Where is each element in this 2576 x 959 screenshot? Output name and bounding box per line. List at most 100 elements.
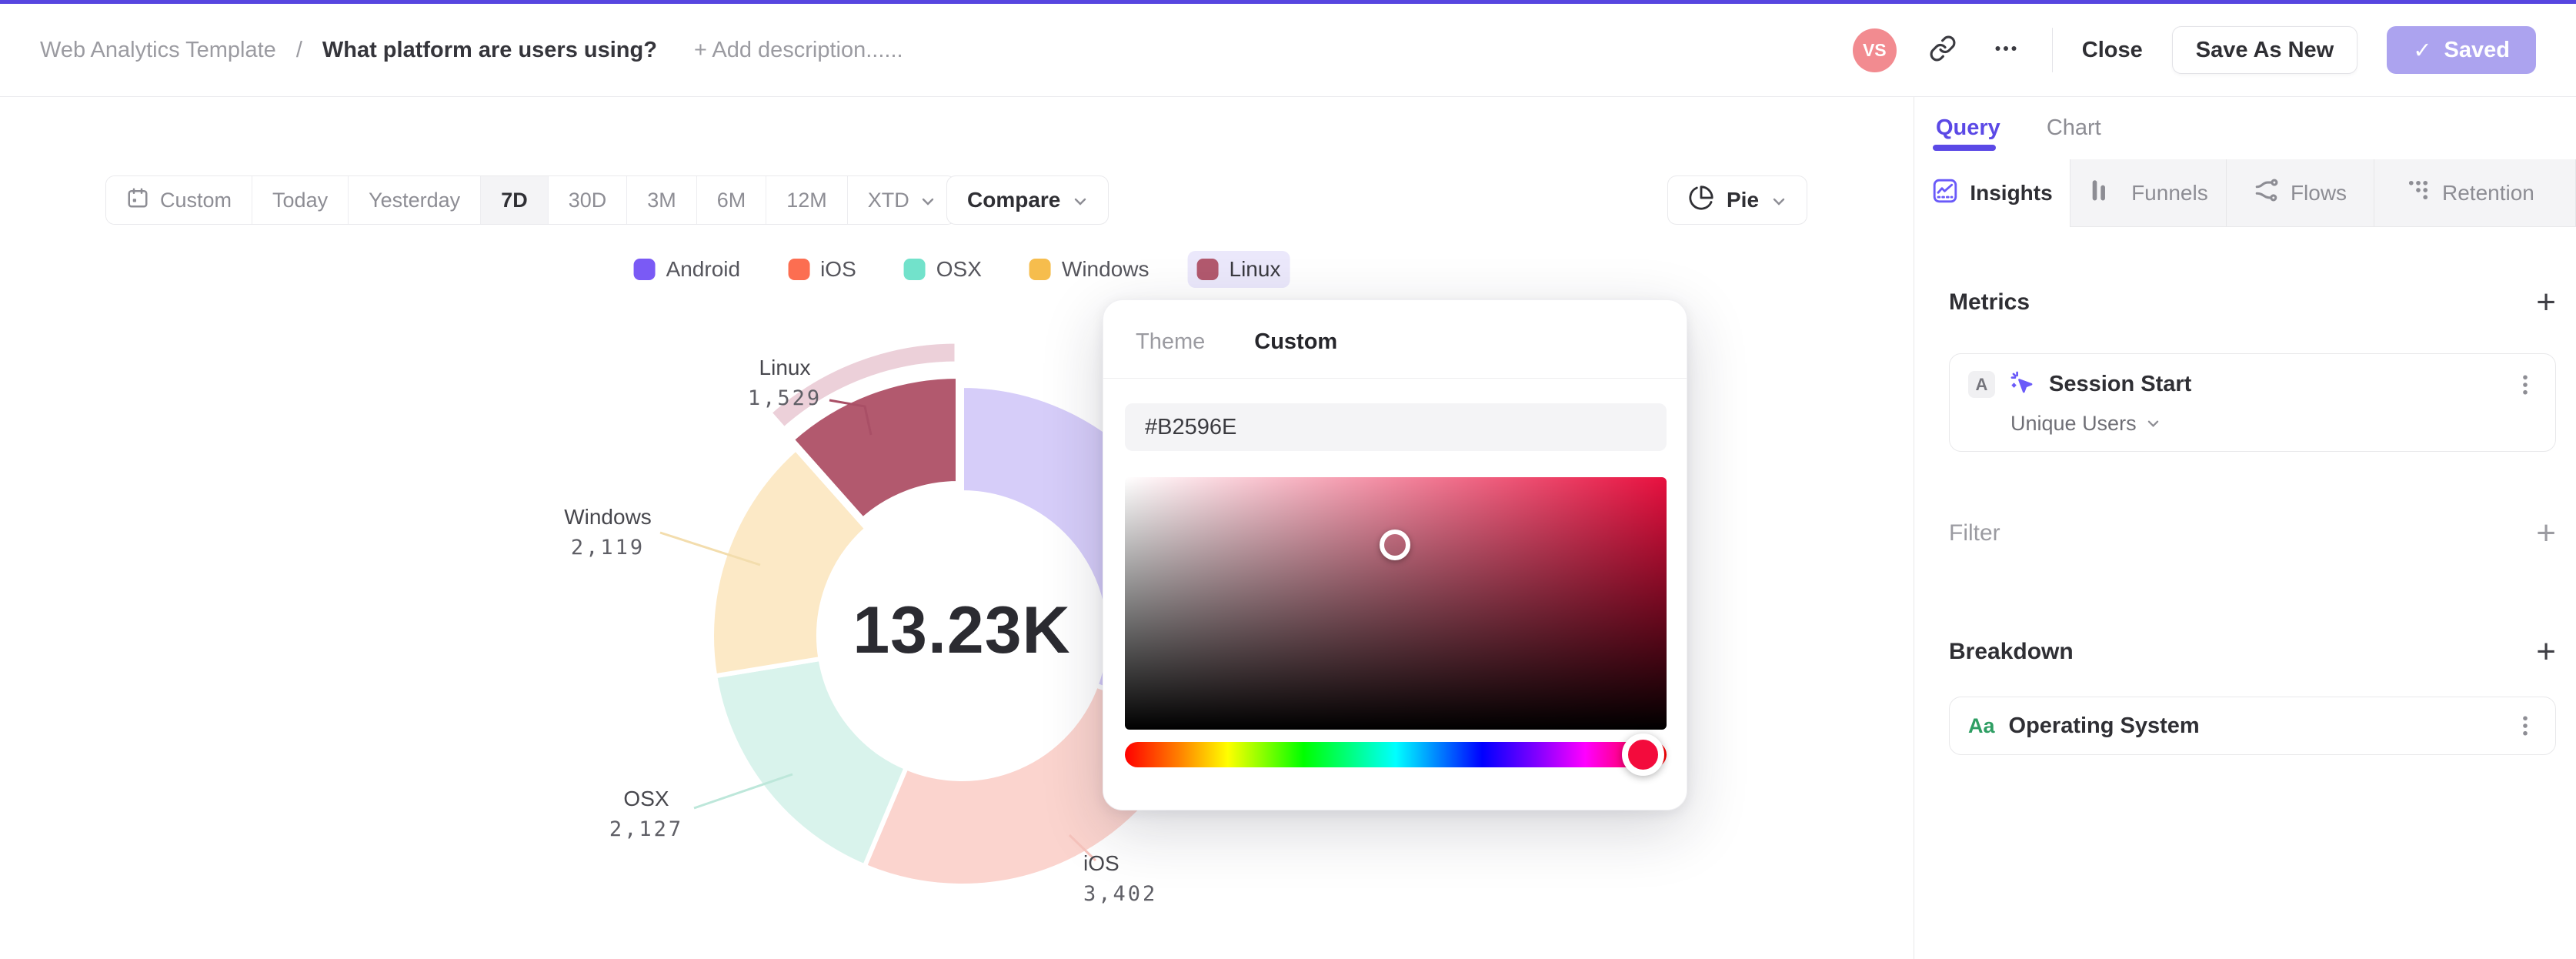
- insights-icon: [1931, 177, 1959, 210]
- range-30d[interactable]: 30D: [548, 176, 628, 224]
- calendar-icon: [126, 186, 149, 215]
- breadcrumb: Web Analytics Template / What platform a…: [40, 38, 903, 63]
- pie-slice-windows[interactable]: [709, 446, 869, 679]
- save-as-new-button[interactable]: Save As New: [2171, 26, 2358, 74]
- metrics-section: Metrics + A Session Start: [1914, 286, 2576, 755]
- add-description-button[interactable]: + Add description......: [693, 37, 903, 62]
- aggregation-label: Unique Users: [2010, 412, 2137, 435]
- tab-query[interactable]: Query: [1936, 115, 2000, 140]
- slice-name: iOS: [1083, 851, 1119, 875]
- breakdown-card[interactable]: Aa Operating System: [1949, 697, 2556, 755]
- legend-label: OSX: [936, 257, 982, 281]
- hex-color-input[interactable]: [1125, 403, 1667, 451]
- legend-item-android[interactable]: Android: [625, 251, 750, 288]
- page-title[interactable]: What platform are users using?: [322, 37, 657, 62]
- add-metric-button[interactable]: +: [2536, 283, 2556, 321]
- slice-value: 3,402: [1083, 882, 1158, 906]
- tab-custom[interactable]: Custom: [1254, 329, 1338, 354]
- slice-value: 1,529: [747, 386, 823, 410]
- leader-osx: [693, 773, 793, 810]
- slice-name: OSX: [623, 787, 669, 810]
- color-picker-popup: Theme Custom: [1103, 299, 1687, 810]
- legend-label: Android: [666, 257, 741, 281]
- tab-theme[interactable]: Theme: [1136, 329, 1206, 354]
- active-tab-underline: [1933, 145, 1996, 151]
- tab-label: Flows: [2290, 180, 2347, 205]
- more-menu-button[interactable]: [1989, 33, 2023, 67]
- range-today[interactable]: Today: [252, 176, 349, 224]
- avatar[interactable]: VS: [1852, 28, 1897, 72]
- share-link-button[interactable]: [1926, 33, 1960, 67]
- saved-label: Saved: [2444, 37, 2510, 62]
- range-xtd[interactable]: XTD: [847, 176, 956, 224]
- ellipsis-icon: [1992, 35, 2020, 66]
- metric-options-button[interactable]: [2514, 372, 2537, 398]
- tab-flows[interactable]: Flows: [2227, 159, 2374, 227]
- add-breakdown-button[interactable]: +: [2536, 633, 2556, 670]
- slice-label-windows: Windows 2,119: [539, 505, 677, 560]
- hue-slider-handle[interactable]: [1622, 733, 1664, 776]
- tab-funnels[interactable]: Funnels: [2070, 159, 2227, 227]
- saturation-gradient[interactable]: [1125, 477, 1667, 730]
- saturation-picker-handle[interactable]: [1380, 530, 1410, 560]
- compare-button[interactable]: Compare: [946, 175, 1109, 225]
- panel-tabbar: Query Chart: [1914, 97, 2576, 159]
- range-12m[interactable]: 12M: [766, 176, 848, 224]
- leader-windows: [659, 531, 761, 566]
- query-panel: Query Chart Insights: [1914, 97, 2576, 959]
- chart-type-button[interactable]: Pie: [1667, 175, 1808, 225]
- metric-card[interactable]: A Session Start: [1949, 353, 2556, 452]
- add-filter-button[interactable]: +: [2536, 514, 2556, 552]
- slice-label-osx: OSX 2,127: [577, 787, 716, 841]
- slice-label-ios: iOS 3,402: [1083, 851, 1237, 906]
- range-6m[interactable]: 6M: [696, 176, 767, 224]
- legend-item-linux[interactable]: Linux: [1187, 251, 1290, 288]
- tab-insights[interactable]: Insights: [1914, 159, 2070, 227]
- close-button[interactable]: Close: [2081, 37, 2143, 62]
- string-property-badge: Aa: [1968, 713, 1995, 737]
- funnels-icon: [2088, 177, 2121, 209]
- tab-label: Retention: [2442, 180, 2534, 205]
- chevron-down-icon: [920, 189, 936, 212]
- pie-chart-icon: [1688, 185, 1714, 216]
- legend-item-windows[interactable]: Windows: [1020, 251, 1159, 288]
- breadcrumb-separator: /: [295, 37, 302, 62]
- tab-chart[interactable]: Chart: [2046, 115, 2101, 140]
- header-actions: VS Close Save As New: [1852, 26, 2536, 74]
- breakdown-options-button[interactable]: [2514, 713, 2537, 739]
- range-7d[interactable]: 7D: [481, 176, 549, 224]
- filter-section: Filter +: [1949, 516, 2556, 550]
- pie-slice-osx[interactable]: [712, 656, 909, 869]
- legend-label: iOS: [820, 257, 856, 281]
- date-range-control: Custom Today Yesterday 7D 30D 3M 6M 12M …: [105, 175, 956, 225]
- metric-aggregation-dropdown[interactable]: Unique Users: [2010, 412, 2537, 436]
- range-custom-label: Custom: [160, 188, 232, 212]
- slice-name: Linux: [759, 356, 811, 379]
- slice-value: 2,127: [609, 817, 684, 841]
- tab-retention[interactable]: Retention: [2374, 159, 2576, 227]
- sparkle-cursor-icon: [2009, 369, 2035, 399]
- legend-item-ios[interactable]: iOS: [779, 251, 866, 288]
- chevron-down-icon: [1771, 188, 1787, 212]
- breadcrumb-root[interactable]: Web Analytics Template: [40, 37, 276, 62]
- range-custom[interactable]: Custom: [106, 176, 253, 224]
- tab-label: Insights: [1970, 181, 2053, 205]
- analysis-view-tabs: Insights Funnels Flows: [1914, 159, 2576, 227]
- metrics-heading: Metrics: [1949, 289, 2030, 315]
- filter-heading: Filter: [1949, 520, 2000, 546]
- saved-button[interactable]: ✓ Saved: [2387, 26, 2536, 74]
- range-yesterday[interactable]: Yesterday: [349, 176, 482, 224]
- tab-label: Funnels: [2131, 180, 2208, 205]
- breakdown-section-head: Breakdown +: [1949, 635, 2556, 669]
- hue-slider[interactable]: [1125, 733, 1667, 776]
- legend-swatch-linux: [1196, 259, 1219, 280]
- compare-label: Compare: [967, 188, 1061, 212]
- leader-linux: [829, 399, 873, 436]
- color-picker-tabs: Theme Custom: [1103, 300, 1687, 355]
- legend-item-osx[interactable]: OSX: [895, 251, 991, 288]
- legend-swatch-ios: [788, 259, 810, 280]
- retention-icon: [2405, 177, 2431, 209]
- range-3m[interactable]: 3M: [627, 176, 697, 224]
- pie-slice-linux[interactable]: [789, 374, 960, 522]
